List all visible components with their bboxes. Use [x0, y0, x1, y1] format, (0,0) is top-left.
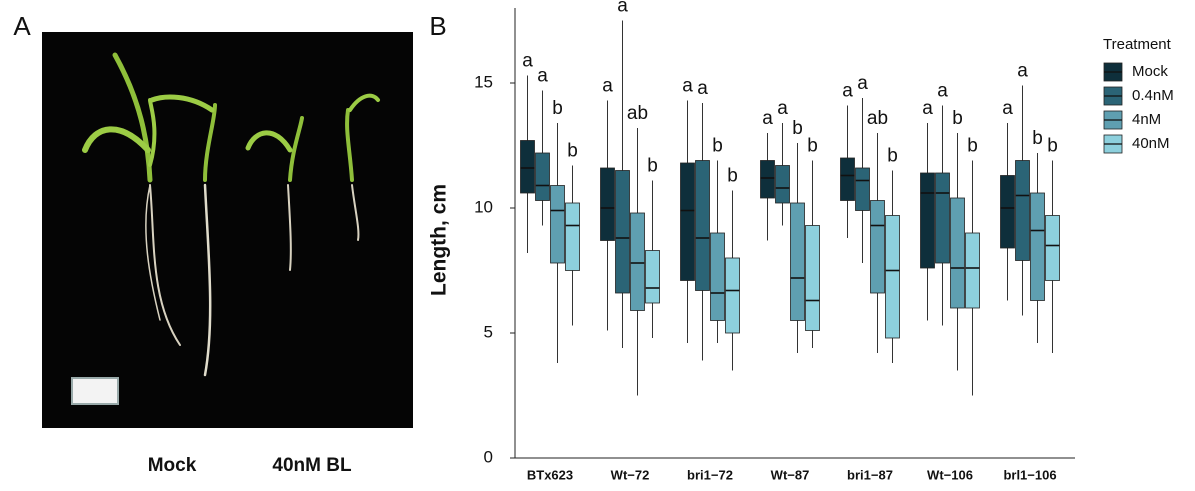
significance-letter: a [602, 76, 613, 97]
box [760, 160, 775, 199]
box [710, 232, 725, 321]
y-tick-label: 10 [474, 197, 493, 216]
box [520, 140, 535, 194]
box [855, 167, 870, 211]
significance-letter: a [857, 73, 868, 94]
box [965, 232, 980, 309]
significance-letter: b [727, 166, 738, 187]
panel-label: B [429, 11, 446, 41]
box [790, 202, 805, 321]
significance-letter: b [1047, 136, 1058, 157]
significance-letter: b [967, 136, 978, 157]
box [775, 165, 790, 204]
box [565, 202, 580, 271]
box [840, 157, 855, 201]
panel-label: A [13, 11, 31, 41]
significance-letter: a [922, 98, 933, 119]
legend-label: Mock [1132, 63, 1168, 80]
significance-letter: a [1002, 98, 1013, 119]
legend-label: 0.4nM [1132, 87, 1174, 104]
box [1015, 160, 1030, 261]
box [630, 212, 645, 311]
box [535, 152, 550, 201]
box [600, 167, 615, 241]
significance-letter: b [1032, 128, 1043, 149]
x-tick-label: Wt−72 [611, 467, 650, 482]
y-tick-label: 15 [474, 72, 493, 91]
significance-letter: b [887, 146, 898, 167]
significance-letter: a [697, 78, 708, 99]
box [680, 162, 695, 281]
photo-caption: Mock [148, 455, 197, 476]
box [805, 225, 820, 331]
x-tick-label: Wt−106 [927, 467, 973, 482]
x-tick-label: bri1−87 [847, 467, 893, 482]
significance-letter: b [552, 98, 563, 119]
box [725, 257, 740, 334]
x-tick-label: BTx623 [527, 467, 573, 482]
x-tick-label: brl1−106 [1003, 467, 1056, 482]
significance-letter: a [1017, 61, 1028, 82]
box [695, 160, 710, 291]
significance-letter: a [522, 51, 533, 72]
significance-letter: a [777, 98, 788, 119]
significance-letter: b [567, 141, 578, 162]
y-tick-label: 5 [484, 322, 493, 341]
x-tick-label: Wt−87 [771, 467, 810, 482]
box [550, 185, 565, 264]
legend-label: 4nM [1132, 111, 1161, 128]
y-axis-title: Length, cm [428, 184, 451, 296]
photo [42, 32, 413, 428]
significance-letter: a [682, 76, 693, 97]
box [1045, 215, 1060, 281]
significance-letter: a [937, 81, 948, 102]
box [950, 197, 965, 309]
significance-letter: a [617, 0, 628, 17]
box [1030, 192, 1045, 301]
box [1000, 175, 1015, 249]
significance-letter: a [762, 108, 773, 129]
box [870, 200, 885, 294]
box [935, 172, 950, 264]
significance-letter: b [712, 136, 723, 157]
significance-letter: ab [627, 103, 648, 124]
legend-label: 40nM [1132, 135, 1170, 152]
significance-letter: ab [867, 108, 888, 129]
y-tick-label: 0 [484, 447, 493, 466]
significance-letter: b [807, 136, 818, 157]
box [885, 215, 900, 339]
box [645, 250, 660, 304]
box [920, 172, 935, 269]
significance-letter: a [537, 66, 548, 87]
photo-caption: 40nM BL [272, 455, 352, 476]
box [615, 170, 630, 294]
significance-letter: a [842, 81, 853, 102]
significance-letter: b [792, 118, 803, 139]
legend-title: Treatment [1103, 36, 1172, 53]
significance-letter: b [647, 156, 658, 177]
x-tick-label: bri1−72 [687, 467, 733, 482]
significance-letter: b [952, 108, 963, 129]
